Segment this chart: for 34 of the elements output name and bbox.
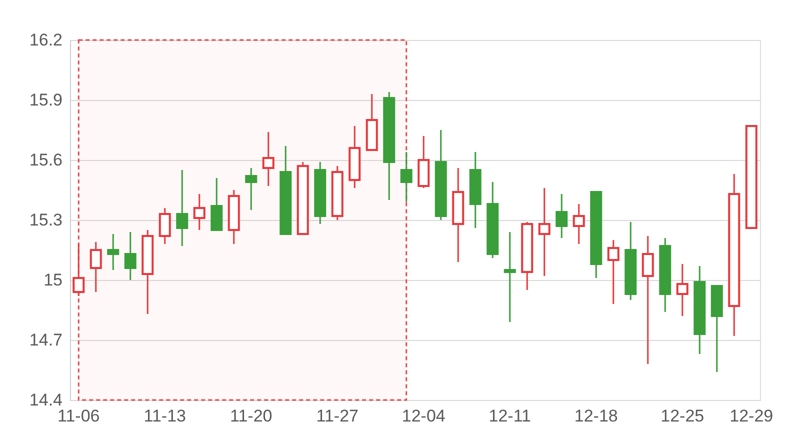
y-tick-label: 15.6 [29, 150, 62, 170]
candlestick [400, 151, 412, 203]
candlestick [642, 235, 654, 365]
candlestick [210, 177, 223, 231]
y-tick-label: 15.9 [29, 90, 62, 110]
x-tick-label: 11-13 [144, 406, 186, 426]
x-tick-label: 12-29 [730, 406, 774, 426]
candlestick [176, 169, 188, 247]
x-tick-label: 11-06 [58, 406, 100, 426]
candlestick [572, 203, 585, 245]
x-tick-label: 12-11 [488, 406, 531, 426]
y-tick-label: 15 [44, 270, 62, 290]
candlestick [504, 231, 516, 323]
candlestick [538, 187, 550, 277]
y-tick-label: 14.4 [29, 390, 62, 410]
x-tick-label: 11-27 [316, 406, 358, 426]
candlestick [676, 263, 688, 317]
candlestick [556, 193, 568, 239]
candlestick [245, 167, 258, 211]
y-tick-label: 14.7 [29, 330, 62, 350]
candlestick [193, 193, 206, 231]
x-tick-label: 11-20 [230, 406, 272, 426]
y-tick-label: 15.3 [29, 210, 62, 230]
candlestick [107, 233, 120, 271]
candlestick [72, 243, 85, 297]
candlestick [124, 231, 136, 281]
candlestick [158, 207, 171, 245]
x-tick-label: 12-04 [402, 406, 446, 426]
x-tick-label: 12-18 [574, 406, 618, 426]
candlestick [262, 131, 274, 187]
candlestick [90, 241, 102, 293]
candlestick [607, 239, 620, 305]
x-tick-label: 12-25 [660, 406, 704, 426]
y-tick-label: 16.2 [29, 30, 62, 50]
